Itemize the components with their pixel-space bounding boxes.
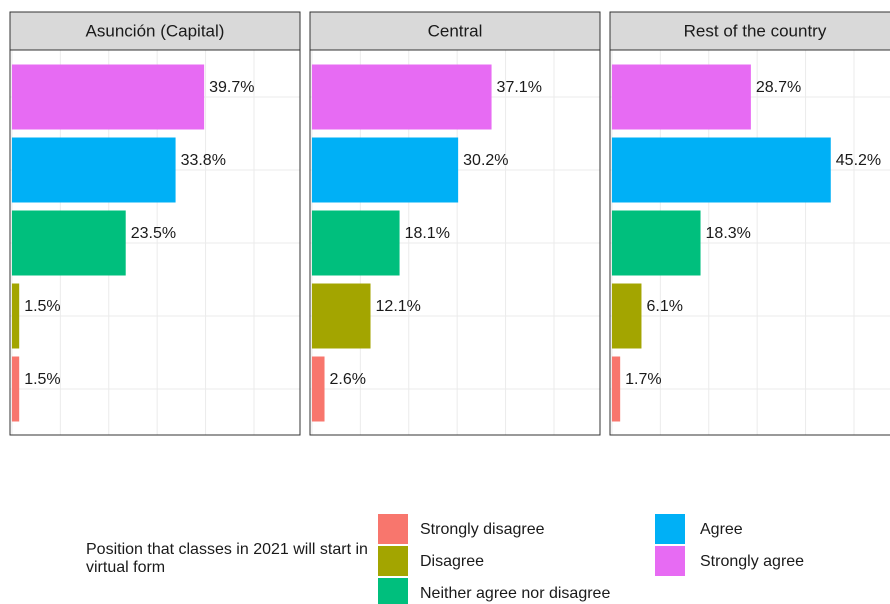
legend-key <box>378 514 408 544</box>
bar <box>611 137 831 203</box>
value-label: 30.2% <box>463 152 508 169</box>
legend-label: Agree <box>700 521 743 538</box>
facet-title: Rest of the country <box>684 21 827 40</box>
value-label: 12.1% <box>376 298 421 315</box>
legend-label: Neither agree nor disagree <box>420 585 610 602</box>
value-label: 37.1% <box>497 79 542 96</box>
panel-border <box>609 49 890 436</box>
facet-header <box>9 11 301 51</box>
bar <box>311 137 459 203</box>
panel-border <box>9 49 301 436</box>
value-label: 45.2% <box>836 152 881 169</box>
value-label: 2.6% <box>330 371 366 388</box>
facet-title: Asunción (Capital) <box>86 21 225 40</box>
value-label: 39.7% <box>209 79 254 96</box>
bar <box>611 64 751 130</box>
bar <box>11 137 176 203</box>
bar <box>11 64 205 130</box>
facet-header <box>309 11 601 51</box>
value-label: 28.7% <box>756 79 801 96</box>
value-label: 1.7% <box>625 371 661 388</box>
legend-label: Strongly disagree <box>420 521 545 538</box>
bar <box>311 283 371 349</box>
legend-key <box>655 514 685 544</box>
facet-header <box>609 11 890 51</box>
bar <box>11 356 20 422</box>
bar <box>311 210 400 276</box>
value-label: 33.8% <box>181 152 226 169</box>
value-label: 1.5% <box>24 371 60 388</box>
facet-title: Central <box>428 21 483 40</box>
bar <box>311 64 492 130</box>
value-label: 1.5% <box>24 298 60 315</box>
bar <box>611 210 701 276</box>
legend-title: Position that classes in 2021 will start… <box>86 541 368 576</box>
value-label: 23.5% <box>131 225 176 242</box>
legend-label: Strongly agree <box>700 553 804 570</box>
bar <box>11 283 20 349</box>
value-label: 18.1% <box>405 225 450 242</box>
value-label: 18.3% <box>706 225 751 242</box>
panel-border <box>309 49 601 436</box>
legend-label: Disagree <box>420 553 484 570</box>
value-label: 6.1% <box>646 298 682 315</box>
legend-key <box>378 546 408 576</box>
bar <box>611 356 621 422</box>
bar <box>611 283 642 349</box>
legend-key <box>378 578 408 604</box>
bar <box>11 210 126 276</box>
bar <box>311 356 325 422</box>
legend-key <box>655 546 685 576</box>
